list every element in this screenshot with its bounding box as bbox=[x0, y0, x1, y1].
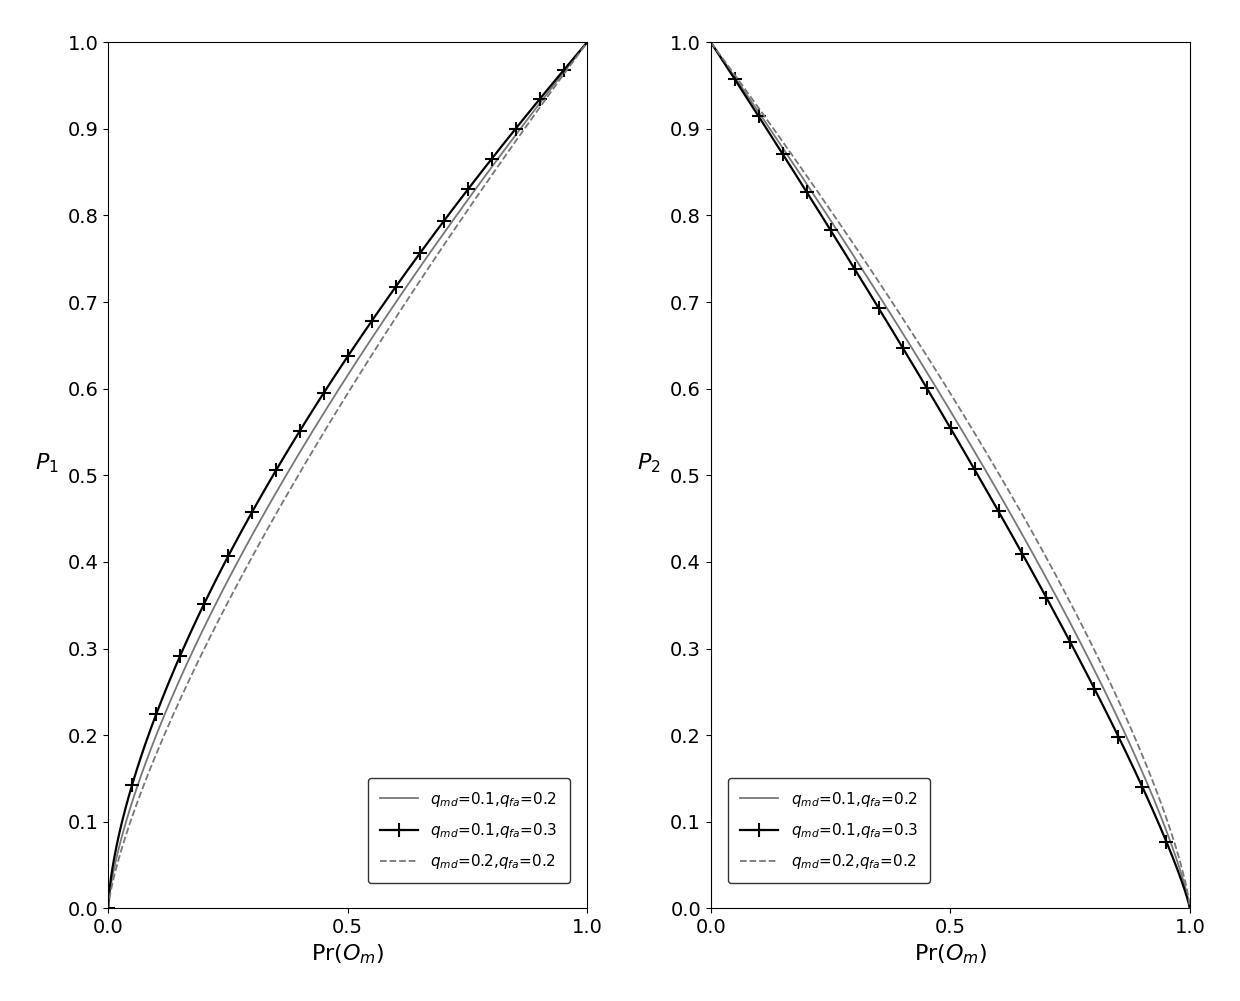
Legend: $q_{md}$=0.1,$q_{fa}$=0.2, $q_{md}$=0.1,$q_{fa}$=0.3, $q_{md}$=0.2,$q_{fa}$=0.2: $q_{md}$=0.1,$q_{fa}$=0.2, $q_{md}$=0.1,… bbox=[368, 778, 570, 884]
$q_{md}$=0.1,$q_{fa}$=0.3 bbox=[1076, 663, 1091, 675]
$q_{md}$=0.1,$q_{fa}$=0.2 bbox=[897, 330, 911, 342]
$q_{md}$=0.1,$q_{fa}$=0.3 bbox=[1033, 580, 1048, 592]
$q_{md}$=0.1,$q_{fa}$=0.2 bbox=[1183, 902, 1198, 914]
$q_{md}$=0.1,$q_{fa}$=0.2 bbox=[100, 902, 115, 914]
$q_{md}$=0.2,$q_{fa}$=0.2 bbox=[100, 902, 115, 914]
Line: $q_{md}$=0.2,$q_{fa}$=0.2: $q_{md}$=0.2,$q_{fa}$=0.2 bbox=[108, 42, 588, 908]
$q_{md}$=0.1,$q_{fa}$=0.2 bbox=[1085, 662, 1100, 674]
$q_{md}$=0.2,$q_{fa}$=0.2 bbox=[914, 342, 929, 354]
$q_{md}$=0.1,$q_{fa}$=0.3 bbox=[703, 36, 718, 48]
$q_{md}$=0.1,$q_{fa}$=0.3 bbox=[311, 394, 326, 406]
$q_{md}$=0.1,$q_{fa}$=0.2 bbox=[703, 36, 718, 48]
$q_{md}$=0.2,$q_{fa}$=0.2 bbox=[703, 36, 718, 48]
Legend: $q_{md}$=0.1,$q_{fa}$=0.2, $q_{md}$=0.1,$q_{fa}$=0.3, $q_{md}$=0.2,$q_{fa}$=0.2: $q_{md}$=0.1,$q_{fa}$=0.2, $q_{md}$=0.1,… bbox=[728, 778, 930, 884]
Line: $q_{md}$=0.1,$q_{fa}$=0.3: $q_{md}$=0.1,$q_{fa}$=0.3 bbox=[102, 35, 594, 915]
$q_{md}$=0.1,$q_{fa}$=0.3 bbox=[482, 154, 497, 166]
$q_{md}$=0.1,$q_{fa}$=0.2 bbox=[753, 108, 768, 120]
$q_{md}$=0.1,$q_{fa}$=0.2 bbox=[1033, 561, 1048, 573]
$q_{md}$=0.2,$q_{fa}$=0.2 bbox=[150, 746, 165, 758]
$q_{md}$=0.2,$q_{fa}$=0.2 bbox=[1085, 642, 1100, 654]
$q_{md}$=0.2,$q_{fa}$=0.2 bbox=[474, 183, 489, 195]
$q_{md}$=0.1,$q_{fa}$=0.3 bbox=[430, 224, 445, 236]
Y-axis label: $P_1$: $P_1$ bbox=[35, 451, 58, 475]
$q_{md}$=0.1,$q_{fa}$=0.2 bbox=[914, 358, 929, 370]
$q_{md}$=0.1,$q_{fa}$=0.3 bbox=[100, 902, 115, 914]
Y-axis label: $P_2$: $P_2$ bbox=[637, 451, 661, 475]
$q_{md}$=0.1,$q_{fa}$=0.2 bbox=[150, 727, 165, 739]
$q_{md}$=0.1,$q_{fa}$=0.3 bbox=[897, 344, 911, 356]
$q_{md}$=0.1,$q_{fa}$=0.2 bbox=[482, 163, 497, 175]
Line: $q_{md}$=0.1,$q_{fa}$=0.2: $q_{md}$=0.1,$q_{fa}$=0.2 bbox=[711, 42, 1190, 908]
$q_{md}$=0.1,$q_{fa}$=0.3 bbox=[294, 421, 309, 433]
$q_{md}$=0.1,$q_{fa}$=0.3 bbox=[914, 373, 929, 385]
$q_{md}$=0.2,$q_{fa}$=0.2 bbox=[311, 434, 326, 446]
$q_{md}$=0.1,$q_{fa}$=0.3 bbox=[753, 112, 768, 124]
$q_{md}$=0.2,$q_{fa}$=0.2 bbox=[1183, 902, 1198, 914]
Line: $q_{md}$=0.1,$q_{fa}$=0.3: $q_{md}$=0.1,$q_{fa}$=0.3 bbox=[704, 35, 1197, 915]
$q_{md}$=0.1,$q_{fa}$=0.3 bbox=[1183, 902, 1198, 914]
X-axis label: $\mathrm{Pr}(O_m)$: $\mathrm{Pr}(O_m)$ bbox=[914, 943, 987, 966]
$q_{md}$=0.1,$q_{fa}$=0.2 bbox=[474, 174, 489, 186]
$q_{md}$=0.2,$q_{fa}$=0.2 bbox=[580, 36, 595, 48]
$q_{md}$=0.2,$q_{fa}$=0.2 bbox=[1076, 624, 1091, 636]
$q_{md}$=0.1,$q_{fa}$=0.2 bbox=[430, 236, 445, 248]
X-axis label: $\mathrm{Pr}(O_m)$: $\mathrm{Pr}(O_m)$ bbox=[311, 943, 384, 966]
Line: $q_{md}$=0.2,$q_{fa}$=0.2: $q_{md}$=0.2,$q_{fa}$=0.2 bbox=[711, 42, 1190, 908]
$q_{md}$=0.1,$q_{fa}$=0.2 bbox=[294, 442, 309, 454]
$q_{md}$=0.1,$q_{fa}$=0.2 bbox=[580, 36, 595, 48]
$q_{md}$=0.1,$q_{fa}$=0.3 bbox=[580, 36, 595, 48]
$q_{md}$=0.1,$q_{fa}$=0.3 bbox=[150, 706, 165, 718]
$q_{md}$=0.2,$q_{fa}$=0.2 bbox=[897, 315, 911, 327]
$q_{md}$=0.2,$q_{fa}$=0.2 bbox=[430, 249, 445, 261]
Line: $q_{md}$=0.1,$q_{fa}$=0.2: $q_{md}$=0.1,$q_{fa}$=0.2 bbox=[108, 42, 588, 908]
$q_{md}$=0.2,$q_{fa}$=0.2 bbox=[1033, 540, 1048, 552]
$q_{md}$=0.1,$q_{fa}$=0.2 bbox=[311, 414, 326, 426]
$q_{md}$=0.1,$q_{fa}$=0.3 bbox=[474, 165, 489, 177]
$q_{md}$=0.1,$q_{fa}$=0.3 bbox=[1085, 680, 1100, 692]
$q_{md}$=0.2,$q_{fa}$=0.2 bbox=[294, 463, 309, 475]
$q_{md}$=0.2,$q_{fa}$=0.2 bbox=[753, 103, 768, 115]
$q_{md}$=0.2,$q_{fa}$=0.2 bbox=[482, 171, 497, 183]
$q_{md}$=0.1,$q_{fa}$=0.2 bbox=[1076, 645, 1091, 657]
